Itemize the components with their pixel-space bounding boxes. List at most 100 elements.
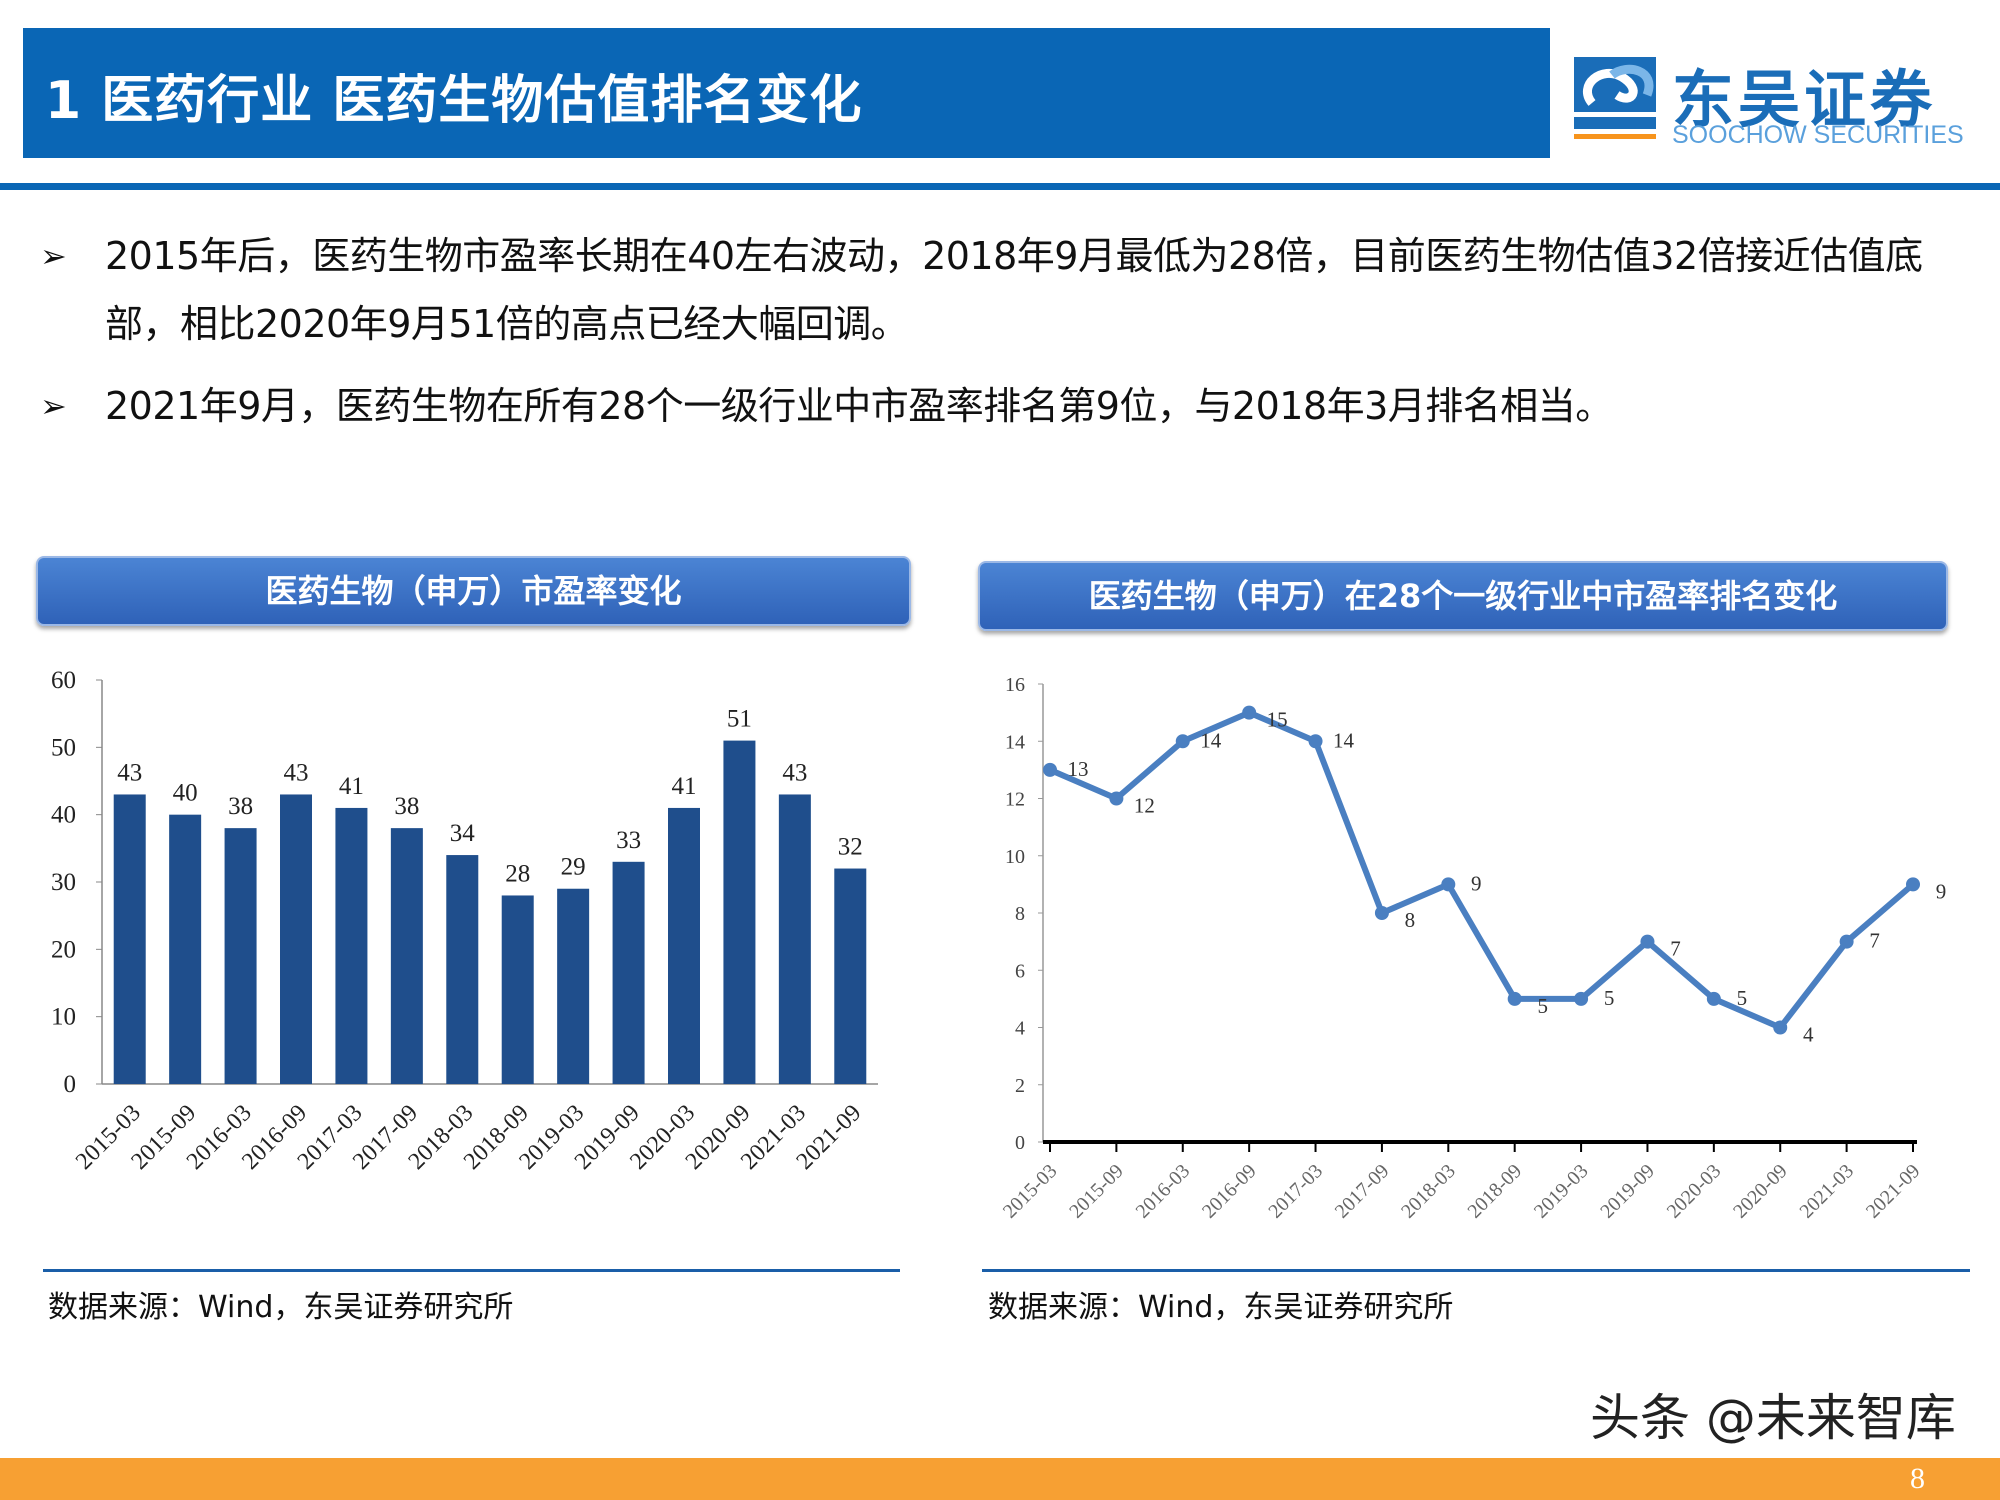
y-tick-label: 50 xyxy=(51,734,76,761)
header-bar: 1 医药行业 医药生物估值排名变化 xyxy=(23,28,1550,158)
page-title: 1 医药行业 医药生物估值排名变化 xyxy=(45,71,863,131)
data-point xyxy=(1308,734,1323,749)
bar xyxy=(446,855,479,1084)
page-number: 8 xyxy=(1910,1462,1925,1495)
company-logo: 东吴证券 SOOCHOW SECURITIES xyxy=(1572,55,1972,155)
data-point xyxy=(1374,906,1389,920)
data-point xyxy=(1043,762,1057,777)
data-label: 12 xyxy=(1134,794,1155,818)
y-tick-label: 12 xyxy=(1005,789,1025,811)
data-label: 5 xyxy=(1604,986,1615,1010)
x-tick-label: 2017-09 xyxy=(1331,1160,1394,1223)
logo-name-en: SOOCHOW SECURITIES xyxy=(1672,121,1964,149)
data-label: 32 xyxy=(838,834,863,861)
bar xyxy=(612,861,645,1084)
data-point xyxy=(1109,791,1124,806)
bar xyxy=(778,794,811,1084)
arrow-bullet-icon: ➢ xyxy=(40,237,67,275)
x-tick-label: 2020-09 xyxy=(1729,1160,1792,1223)
data-point xyxy=(1441,877,1456,892)
x-tick-label: 2021-03 xyxy=(1795,1160,1858,1223)
bar xyxy=(335,807,368,1084)
bar xyxy=(390,828,423,1084)
data-label: 33 xyxy=(616,827,641,854)
data-label: 41 xyxy=(339,773,364,800)
bullet-list: ➢ 2015年后，医药生物市盈率长期在40左右波动，2018年9月最低为28倍，… xyxy=(40,222,1975,440)
data-label: 13 xyxy=(1068,757,1089,781)
y-tick-label: 60 xyxy=(51,667,76,694)
scs-logo-icon xyxy=(1574,57,1656,139)
y-tick-label: 0 xyxy=(64,1071,77,1098)
data-label: 43 xyxy=(284,759,309,786)
bar xyxy=(113,794,146,1084)
data-label: 28 xyxy=(505,860,530,887)
watermark: 头条 @未来智库 xyxy=(1590,1389,1956,1447)
data-label: 38 xyxy=(228,793,253,820)
x-tick-label: 2018-03 xyxy=(1397,1160,1460,1223)
y-tick-label: 0 xyxy=(1015,1132,1025,1154)
data-label: 29 xyxy=(561,854,586,881)
logo-name-cn: 东吴证券 xyxy=(1672,63,1937,136)
data-label: 38 xyxy=(394,793,419,820)
data-label: 14 xyxy=(1200,728,1222,752)
y-tick-label: 2 xyxy=(1015,1075,1025,1097)
x-tick-label: 2019-03 xyxy=(1530,1160,1593,1223)
data-point xyxy=(1242,705,1257,720)
footer-bar xyxy=(0,1458,2000,1500)
data-label: 7 xyxy=(1869,929,1880,953)
data-label: 4 xyxy=(1803,1023,1814,1047)
data-label: 15 xyxy=(1267,708,1288,732)
bar xyxy=(501,895,534,1084)
bar xyxy=(668,807,700,1084)
arrow-bullet-icon: ➢ xyxy=(40,387,67,425)
y-tick-label: 16 xyxy=(1005,674,1025,696)
data-point xyxy=(1574,991,1589,1006)
data-point xyxy=(1706,991,1721,1006)
data-label: 5 xyxy=(1737,986,1748,1010)
y-tick-label: 14 xyxy=(1005,731,1025,753)
source-note-right: 数据来源：Wind，东吴证券研究所 xyxy=(988,1290,1454,1325)
data-point xyxy=(1773,1020,1788,1035)
bar xyxy=(280,794,312,1084)
data-label: 9 xyxy=(1936,879,1947,903)
y-tick-label: 4 xyxy=(1015,1018,1025,1040)
rank-chart-title: 医药生物（申万）在28个一级行业中市盈率排名变化 xyxy=(978,561,1948,631)
y-tick-label: 6 xyxy=(1015,960,1025,982)
y-tick-label: 20 xyxy=(51,936,76,963)
x-tick-label: 2016-03 xyxy=(1132,1160,1195,1223)
x-tick-label: 2016-09 xyxy=(1198,1160,1261,1223)
data-point xyxy=(1839,934,1854,949)
bar xyxy=(723,740,756,1084)
data-label: 9 xyxy=(1471,871,1482,895)
y-tick-label: 10 xyxy=(1005,846,1025,868)
y-tick-label: 8 xyxy=(1015,903,1025,925)
y-tick-label: 30 xyxy=(51,869,76,896)
source-divider xyxy=(43,1269,900,1272)
x-tick-label: 2020-03 xyxy=(1663,1160,1726,1223)
bar xyxy=(557,888,590,1084)
data-label: 5 xyxy=(1537,994,1548,1018)
data-label: 51 xyxy=(727,706,752,733)
bar xyxy=(834,868,867,1084)
data-label: 43 xyxy=(782,759,807,786)
source-divider xyxy=(982,1269,1970,1272)
data-label: 41 xyxy=(672,773,697,800)
x-tick-label: 2015-03 xyxy=(999,1160,1062,1223)
pe-chart-title: 医药生物（申万）市盈率变化 xyxy=(36,556,911,626)
x-tick-label: 2019-09 xyxy=(1596,1160,1659,1223)
y-tick-label: 40 xyxy=(51,802,76,829)
bar xyxy=(169,814,202,1084)
x-tick-label: 2017-03 xyxy=(1264,1160,1327,1223)
bullet-item: ➢ 2021年9月，医药生物在所有28个一级行业中市盈率排名第9位，与2018年… xyxy=(40,372,1975,440)
rank-line-chart: 0 2 4 6 8 10 12 14 16 13 2015-03 12 2015-09 14 2016-03… xyxy=(999,674,1947,1223)
bullet-item: ➢ 2015年后，医药生物市盈率长期在40左右波动，2018年9月最低为28倍，… xyxy=(40,222,1975,358)
bullet-text: 2015年后，医药生物市盈率长期在40左右波动，2018年9月最低为28倍，目前… xyxy=(105,234,1923,346)
data-label: 43 xyxy=(117,759,142,786)
x-tick-label: 2021-09 xyxy=(1862,1160,1925,1223)
data-point xyxy=(1640,934,1655,949)
bar xyxy=(224,828,257,1084)
series-line xyxy=(1048,709,1915,1031)
x-tick-label: 2015-09 xyxy=(1065,1160,1128,1223)
data-point xyxy=(1175,734,1190,749)
header-divider xyxy=(0,183,2000,190)
